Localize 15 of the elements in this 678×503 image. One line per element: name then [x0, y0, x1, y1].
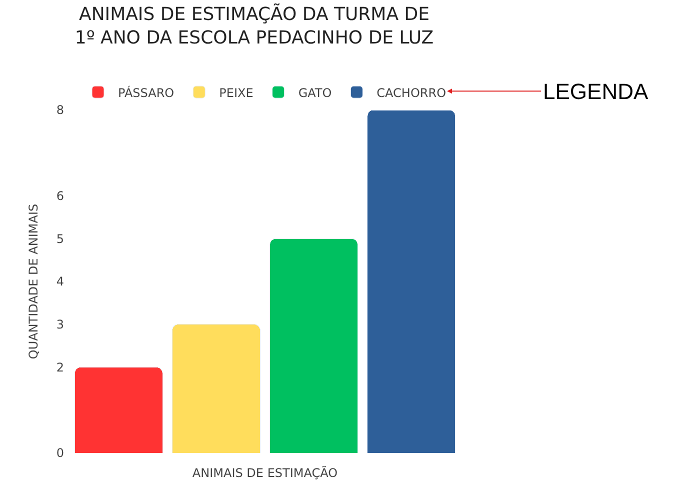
y-tick-label: 4 [56, 274, 64, 289]
y-tick-label: 8 [56, 103, 64, 118]
y-tick-label: 6 [56, 188, 64, 203]
y-tick-label: 0 [56, 446, 64, 460]
legend-label: PÁSSARO [118, 84, 174, 100]
chart-title: ANIMAIS DE ESTIMAÇÃO DA TURMA DE 1º ANO DA ESCOLA PEDACINHO DE LUZ [74, 3, 434, 49]
legend-label: CACHORRO [376, 86, 446, 100]
legend-label: GATO [298, 86, 332, 100]
x-axis-title: ANIMAIS DE ESTIMAÇÃO [192, 464, 338, 480]
y-tick-label: 5 [56, 232, 64, 246]
y-tick-label: 2 [56, 360, 64, 374]
text: LEGENDA [543, 79, 648, 104]
legend-label: PEIXE [219, 86, 254, 100]
y-tick-label: 3 [56, 318, 64, 332]
y-axis-title: QUANTIDADE DE ANIMAIS [26, 204, 41, 360]
